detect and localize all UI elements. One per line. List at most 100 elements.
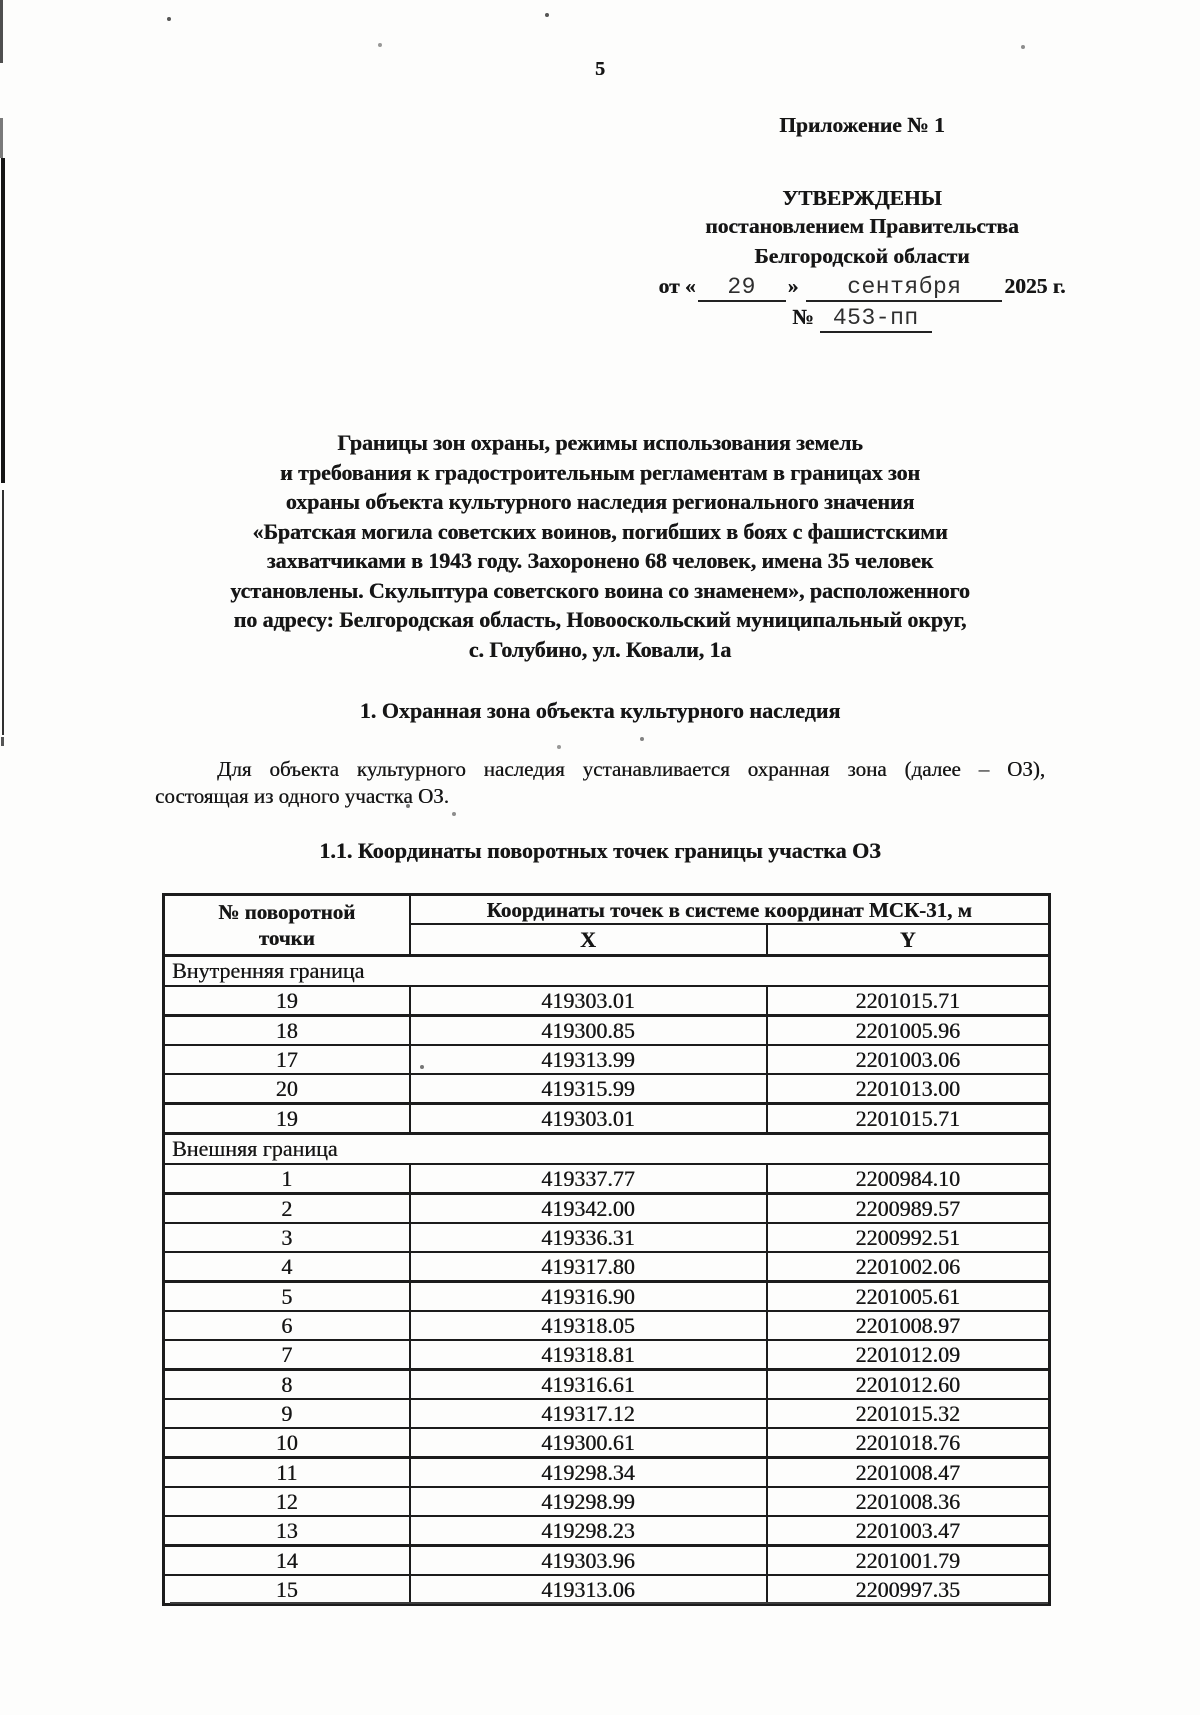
table-cell-x: 419313.06 (408, 1574, 768, 1606)
table-cell-point: 20 (162, 1073, 411, 1105)
table-cell-y: 2201015.32 (765, 1398, 1051, 1429)
scan-artifact-line (1, 737, 4, 746)
table-cell-y: 2201005.96 (765, 1014, 1051, 1046)
paragraph-line: состоящая из одного участка ОЗ. (155, 784, 449, 808)
scan-speck (167, 17, 171, 21)
title-line: по адресу: Белгородская область, Новооск… (233, 607, 967, 632)
table-cell-x: 419303.96 (408, 1544, 768, 1576)
scan-artifact-line (0, 118, 3, 158)
table-cell-y: 2200992.51 (765, 1222, 1051, 1253)
paragraph-line: Для объекта культурного наследия устанав… (217, 757, 1045, 781)
table-cell-x: 419316.61 (408, 1368, 768, 1400)
table-cell-point: 13 (162, 1515, 411, 1547)
table-cell-y: 2200989.57 (765, 1192, 1051, 1224)
table-cell-y: 2200984.10 (765, 1163, 1051, 1195)
x-column-header: X (408, 923, 768, 957)
table-header-row: № поворотной точки Координаты точек в си… (162, 893, 1051, 957)
table-row: 13 419298.23 2201003.47 (162, 1515, 1051, 1547)
table-row: 8 419316.61 2201012.60 (162, 1368, 1051, 1400)
table-cell-point: 19 (162, 1102, 411, 1135)
table-cell-x: 419317.80 (408, 1251, 768, 1283)
table-row: 1 419337.77 2200984.10 (162, 1163, 1051, 1195)
table-cell-x: 419336.31 (408, 1222, 768, 1253)
title-line: охраны объекта культурного наследия реги… (285, 489, 915, 514)
coords-system-header: Координаты точек в системе координат МСК… (408, 893, 1051, 925)
table-cell-point: 7 (162, 1339, 411, 1371)
table-subheader-row: X Y (164, 923, 1051, 957)
approved-label: УТВЕРЖДЕНЫ (782, 186, 942, 210)
point-number-header-line-1: № поворотной (218, 900, 356, 924)
table-cell-y: 2201008.47 (765, 1456, 1051, 1488)
table-cell-y: 2201015.71 (765, 1102, 1051, 1135)
table-row: 2 419342.00 2200989.57 (162, 1192, 1051, 1224)
title-line: «Братская могила советских воинов, погиб… (252, 518, 948, 544)
scan-speck (557, 745, 561, 749)
table-cell-point: 8 (162, 1368, 411, 1400)
section-1-heading: 1. Охранная зона объекта культурного нас… (359, 698, 841, 723)
point-number-header: № поворотной точки (162, 893, 411, 957)
table-cell-x: 419313.99 (408, 1044, 768, 1075)
table-row: 18 419300.85 2201005.96 (162, 1014, 1051, 1046)
approved-by-line-1: постановлением Правительства (705, 214, 1019, 238)
table-cell-point: 1 (162, 1163, 411, 1195)
scan-speck (545, 13, 549, 17)
table-cell-y: 2200997.35 (765, 1574, 1051, 1606)
scan-speck (640, 737, 644, 741)
approval-stamp: Приложение № 1 УТВЕРЖДЕНЫ постановлением… (622, 112, 1102, 333)
table-row: 4 419317.80 2201002.06 (162, 1251, 1051, 1283)
doc-number-label: № (792, 305, 814, 329)
scan-speck (378, 43, 382, 47)
section-1-paragraph: Для объекта культурного наследия устанав… (155, 756, 1045, 810)
table-cell-x: 419337.77 (408, 1163, 768, 1195)
table-row: 5 419316.90 2201005.61 (162, 1280, 1051, 1312)
table-cell-y: 2201002.06 (765, 1251, 1051, 1283)
document-title: Границы зон охраны, режимы использования… (100, 428, 1100, 664)
table-cell-y: 2201018.76 (765, 1427, 1051, 1459)
approval-date-line: от «29» сентября 2025 г. (622, 271, 1102, 302)
table-row: 10 419300.61 2201018.76 (162, 1427, 1051, 1459)
table-cell-point: 15 (162, 1574, 411, 1606)
table-row: 15 419313.06 2200997.35 (162, 1574, 1051, 1606)
coordinates-table: № поворотной точки Координаты точек в си… (162, 893, 1052, 1606)
doc-number-fill: 453-пп (819, 306, 932, 333)
table-cell-x: 419317.12 (408, 1398, 768, 1429)
table-cell-y: 2201003.06 (765, 1044, 1051, 1075)
table-cell-y: 2201012.09 (765, 1339, 1051, 1371)
scan-artifact-line (1, 158, 5, 483)
table-section-row: Внешняя граница (162, 1132, 1051, 1165)
scan-speck (452, 812, 456, 816)
table-cell-x: 419298.99 (408, 1486, 768, 1517)
date-prefix: от « (658, 274, 696, 298)
table-cell-x: 419342.00 (408, 1192, 768, 1224)
table-cell-point: 12 (162, 1486, 411, 1517)
approved-by-line-2: Белгородской области (754, 244, 970, 268)
table-cell-y: 2201013.00 (765, 1073, 1051, 1105)
appendix-label: Приложение № 1 (779, 113, 945, 137)
scan-artifact-line (0, 0, 3, 63)
title-line: захватчиками в 1943 году. Захоронено 68 … (266, 548, 934, 573)
table-cell-x: 419300.85 (408, 1014, 768, 1046)
table-row: 19 419303.01 2201015.71 (162, 985, 1051, 1017)
table-cell-point: 18 (162, 1014, 411, 1046)
point-number-header-line-2: точки (258, 926, 315, 950)
table-cell-point: 4 (162, 1251, 411, 1283)
table-row: 12 419298.99 2201008.36 (162, 1486, 1051, 1517)
table-cell-y: 2201003.47 (765, 1515, 1051, 1547)
date-year: 2025 г. (1004, 274, 1066, 298)
table-cell-x: 419300.61 (408, 1427, 768, 1459)
section-1-1-heading: 1.1. Координаты поворотных точек границы… (319, 838, 881, 863)
table-cell-point: 9 (162, 1398, 411, 1429)
table-cell-point: 10 (162, 1427, 411, 1459)
title-line: с. Голубино, ул. Ковали, 1а (468, 636, 732, 662)
table-cell-point: 3 (162, 1222, 411, 1253)
table-row: 6 419318.05 2201008.97 (162, 1310, 1051, 1341)
table-row: 14 419303.96 2201001.79 (162, 1544, 1051, 1576)
scan-artifact-line (170, 1602, 1048, 1604)
scan-speck (1021, 45, 1025, 49)
table-section-label: Внешняя граница (162, 1132, 1051, 1165)
table-cell-x: 419315.99 (408, 1073, 768, 1105)
table-cell-y: 2201005.61 (765, 1280, 1051, 1312)
table-cell-point: 2 (162, 1192, 411, 1224)
table-cell-point: 19 (162, 985, 411, 1017)
table-row: 9 419317.12 2201015.32 (162, 1398, 1051, 1429)
